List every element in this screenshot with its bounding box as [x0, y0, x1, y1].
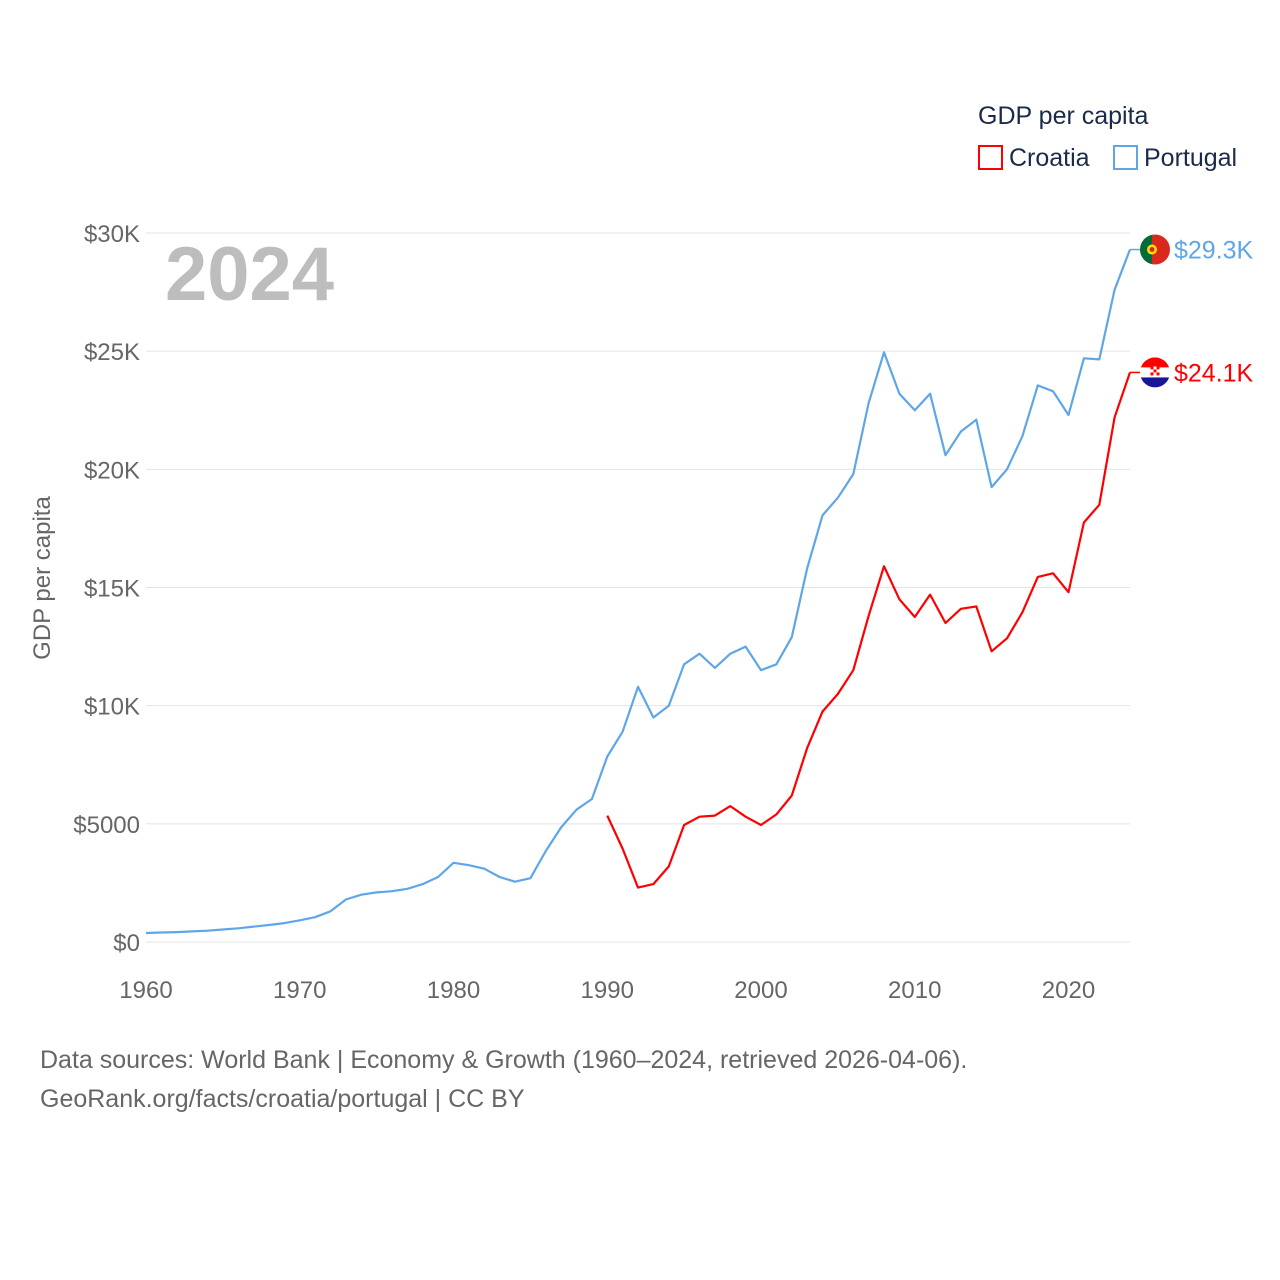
series-line-croatia [606, 372, 1132, 889]
legend-item-portugal[interactable]: Portugal [1113, 144, 1237, 172]
x-tick-label: 1960 [119, 977, 172, 1004]
x-tick-label: 2020 [1042, 977, 1095, 1004]
y-tick-label: $25K [84, 339, 140, 366]
y-tick-label: $10K [84, 694, 140, 721]
portugal-flag-icon [1140, 234, 1170, 265]
croatia-flag-icon [1140, 357, 1170, 388]
y-tick-label: $5000 [73, 812, 140, 839]
legend-swatch-croatia [978, 145, 1003, 170]
y-tick-label: $15K [84, 576, 140, 603]
x-tick-label: 2010 [888, 977, 941, 1004]
legend-swatch-portugal [1113, 145, 1138, 170]
y-tick-label: $20K [84, 457, 140, 484]
y-tick-label: $0 [113, 930, 140, 957]
legend-label-portugal: Portugal [1144, 144, 1237, 172]
x-tick-label: 1970 [273, 977, 326, 1004]
legend-item-croatia[interactable]: Croatia [978, 144, 1090, 172]
x-tick-label: 1980 [427, 977, 480, 1004]
end-value-label-croatia: $24.1K [1174, 359, 1254, 387]
series-line-portugal [145, 249, 1132, 935]
x-tick-label: 1990 [581, 977, 634, 1004]
year-label: 2024 [165, 232, 334, 317]
y-axis-label: GDP per capita [29, 496, 56, 660]
x-tick-label: 2000 [734, 977, 787, 1004]
source-note: Data sources: World Bank | Economy & Gro… [40, 1046, 968, 1074]
source-url[interactable]: GeoRank.org/facts/croatia/portugal | CC … [40, 1085, 525, 1113]
legend-label-croatia: Croatia [1009, 144, 1090, 172]
legend-title: GDP per capita [978, 102, 1149, 130]
y-tick-label: $30K [84, 221, 140, 248]
end-value-label-portugal: $29.3K [1174, 237, 1254, 265]
